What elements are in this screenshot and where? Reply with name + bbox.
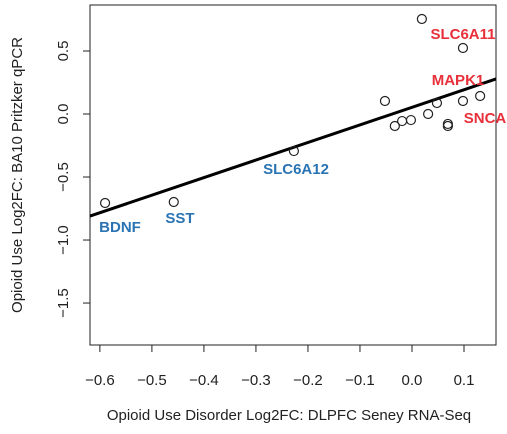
x-tick-label: −0.6 xyxy=(85,372,115,389)
y-tick-label: 0.0 xyxy=(55,104,72,125)
point xyxy=(475,90,486,102)
point xyxy=(431,97,443,109)
x-tick-label: −0.3 xyxy=(241,372,271,389)
gene-label: SST xyxy=(165,210,194,227)
x-axis-title: Opioid Use Disorder Log2FC: DLPFC Seney … xyxy=(107,407,471,424)
point xyxy=(405,114,417,126)
x-tick-label: 0.1 xyxy=(454,372,475,389)
y-axis-title: Opioid Use Log2FC: BA10 Pritzker qPCR xyxy=(9,37,26,313)
y-tick-label: 0.5 xyxy=(55,41,72,62)
point xyxy=(442,120,453,132)
x-tick-label: −0.4 xyxy=(189,372,219,389)
y-tick-label: −1.0 xyxy=(55,225,72,255)
point xyxy=(99,197,111,209)
gene-label: SLC6A11 xyxy=(430,26,495,43)
point xyxy=(416,13,427,25)
x-tick-label: −0.2 xyxy=(293,372,323,389)
x-tick-label: −0.1 xyxy=(345,372,375,389)
y-tick-label: −0.5 xyxy=(55,162,72,192)
point xyxy=(442,118,453,130)
gene-label: SLC6A12 xyxy=(263,161,329,178)
plot-frame xyxy=(89,4,497,346)
gene-label: MAPK1 xyxy=(432,72,485,89)
point xyxy=(457,95,469,107)
point xyxy=(389,120,400,132)
gene-label: BDNF xyxy=(99,219,141,236)
x-tick-label: −0.5 xyxy=(137,372,167,389)
gene-label: SNCA xyxy=(464,110,507,127)
point xyxy=(379,95,391,107)
y-tick-label: −1.5 xyxy=(55,288,72,318)
point xyxy=(457,42,469,54)
point xyxy=(168,196,179,208)
point xyxy=(423,108,434,120)
point xyxy=(397,115,408,127)
fit-line xyxy=(89,77,497,218)
point xyxy=(288,145,300,157)
x-tick-label: 0.0 xyxy=(402,372,423,389)
